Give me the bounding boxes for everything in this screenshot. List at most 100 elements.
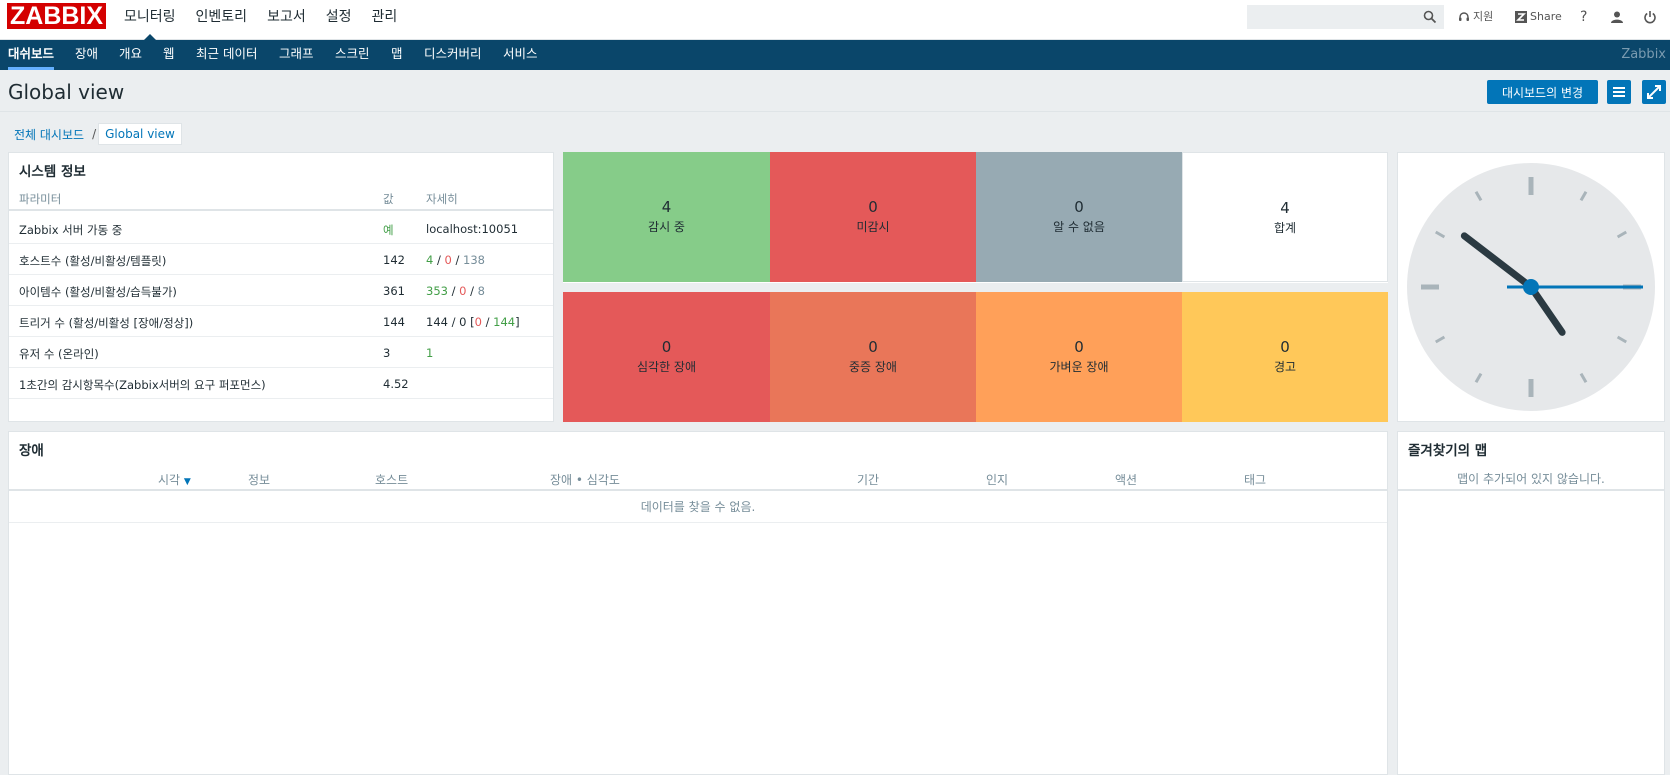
host-status-tile[interactable]: 0 알 수 없음	[976, 152, 1182, 282]
host-availability-widget: 4 감시 중 0 미감시 0 알 수 없음 4 합계	[563, 152, 1388, 283]
table-row: 호스트수 (활성/비활성/템플릿) 142 4 / 0 / 138	[9, 244, 553, 275]
table-row: 트리거 수 (활성/비활성 [장애/정상]) 144 144 / 0 [0 / …	[9, 306, 553, 337]
host-status-tile[interactable]: 4 감시 중	[563, 152, 770, 282]
param-label: 트리거 수 (활성/비활성 [장애/정상])	[19, 316, 194, 330]
menu-inventory[interactable]: 인벤토리	[195, 9, 248, 25]
col-details: 자세히	[426, 192, 458, 206]
page-title: Global view	[8, 80, 125, 104]
param-value: 142	[383, 253, 405, 267]
menu-monitoring[interactable]: 모니터링	[114, 0, 186, 41]
detail-disabled: 0	[459, 284, 467, 298]
share-link[interactable]: Share	[1515, 0, 1562, 34]
submenu-dashboard[interactable]: 대쉬보드	[8, 40, 55, 70]
col-actions: 액션	[1115, 473, 1138, 487]
tile-count: 0	[868, 338, 878, 356]
share-z-icon	[1515, 11, 1527, 23]
main-menu: 모니터링 인벤토리 보고서 설정 관리	[114, 0, 407, 41]
submenu-problems[interactable]: 장애	[75, 46, 99, 61]
submenu-screens[interactable]: 스크린	[335, 46, 370, 61]
host-status-tile[interactable]: 0 미감시	[770, 152, 976, 282]
detail-enabled: 4	[426, 253, 434, 267]
menu-administration[interactable]: 관리	[371, 9, 398, 25]
host-status-tile[interactable]: 4 합계	[1182, 152, 1388, 282]
clock-tick	[1434, 335, 1446, 344]
fullscreen-button[interactable]	[1642, 80, 1666, 104]
profile-link[interactable]	[1610, 0, 1624, 34]
tile-count: 0	[1280, 338, 1290, 356]
breadcrumb-current[interactable]: Global view	[98, 123, 182, 145]
submenu-discovery[interactable]: 디스커버리	[424, 46, 482, 61]
detail-problem: 0	[474, 315, 482, 329]
param-label: Zabbix 서버 가동 중	[19, 223, 123, 237]
breadcrumb-all-dashboards[interactable]: 전체 대시보드	[14, 127, 85, 142]
clock-tick	[1616, 335, 1628, 344]
col-host[interactable]: 호스트	[375, 473, 409, 487]
col-tags: 태그	[1244, 473, 1267, 487]
severity-tile[interactable]: 0 경고	[1182, 292, 1388, 422]
col-time[interactable]: 시각 ▼	[158, 471, 191, 488]
tile-label: 합계	[1273, 221, 1297, 235]
support-link[interactable]: 지원	[1458, 0, 1493, 34]
tile-label: 알 수 없음	[1053, 220, 1105, 234]
detail-disabled: 0	[444, 253, 452, 267]
dashboard-actions-button[interactable]	[1607, 80, 1631, 104]
param-detail: 353 / 0 / 8	[426, 284, 485, 298]
tile-count: 0	[1074, 338, 1084, 356]
param-label: 아이템수 (활성/비활성/습득불가)	[19, 285, 177, 299]
param-value: 예	[383, 223, 394, 237]
submenu-overview[interactable]: 개요	[119, 46, 143, 61]
col-problem-severity[interactable]: 장애 • 심각도	[550, 473, 620, 487]
param-detail: 4 / 0 / 138	[426, 253, 485, 267]
col-value: 값	[383, 192, 394, 206]
param-value: 4.52	[383, 377, 409, 391]
col-duration: 기간	[857, 473, 880, 487]
tile-label: 심각한 장애	[636, 360, 696, 374]
submenu-latest-data[interactable]: 최근 데이터	[196, 46, 258, 61]
tile-count: 0	[1074, 198, 1084, 216]
param-detail: 144 / 0 [0 / 144]	[426, 315, 520, 329]
tile-label: 감시 중	[648, 220, 685, 234]
tile-count: 4	[1280, 199, 1290, 217]
clock-widget	[1397, 152, 1665, 422]
clock-tick	[1616, 230, 1628, 239]
clock-tick	[1434, 230, 1446, 239]
user-icon	[1611, 11, 1623, 23]
search-icon[interactable]	[1423, 10, 1437, 24]
severity-tile[interactable]: 0 가벼운 장애	[976, 292, 1182, 422]
sub-menu: 대쉬보드 장애 개요 웹 최근 데이터 그래프 스크린 맵 디스커버리 서비스 …	[0, 40, 1670, 70]
menu-reports[interactable]: 보고서	[267, 9, 306, 25]
tile-label: 중증 장애	[849, 360, 897, 374]
col-time-label: 시각	[158, 473, 181, 487]
clock-minute-hand	[1460, 232, 1535, 291]
system-info-title: 시스템 정보	[19, 164, 86, 180]
table-row: 1초간의 감시항목수(Zabbix서버의 요구 퍼포먼스) 4.52	[9, 368, 553, 399]
share-label: Share	[1530, 10, 1562, 23]
zabbix-logo[interactable]: ZABBIX	[7, 3, 107, 29]
param-value: 3	[383, 346, 391, 360]
tile-count: 0	[868, 198, 878, 216]
tile-label: 가벼운 장애	[1049, 360, 1109, 374]
submenu-web[interactable]: 웹	[163, 46, 175, 61]
severity-tile[interactable]: 0 심각한 장애	[563, 292, 770, 422]
no-data-message: 데이터를 찾을 수 없음.	[9, 492, 1387, 523]
help-link[interactable]: ?	[1580, 0, 1587, 34]
severity-tile[interactable]: 0 중증 장애	[770, 292, 976, 422]
edit-dashboard-button[interactable]: 대시보드의 변경	[1487, 80, 1598, 104]
param-detail: localhost:10051	[426, 222, 519, 236]
detail-disabled: 0	[459, 315, 467, 329]
menu-icon	[1613, 87, 1625, 97]
search-input[interactable]	[1248, 6, 1418, 28]
submenu-graphs[interactable]: 그래프	[279, 46, 314, 61]
clock-tick	[1579, 372, 1588, 384]
submenu-maps[interactable]: 맵	[391, 46, 403, 61]
submenu-services[interactable]: 서비스	[503, 46, 538, 61]
menu-configuration[interactable]: 설정	[325, 9, 352, 25]
param-label: 유저 수 (온라인)	[19, 347, 99, 361]
clock-tick	[1579, 190, 1588, 202]
clock-tick	[1474, 372, 1483, 384]
breadcrumb: 전체 대시보드 / Global view	[8, 123, 182, 145]
detail-unsupported: 8	[477, 284, 485, 298]
search-box	[1247, 5, 1444, 29]
signout-link[interactable]	[1643, 0, 1657, 34]
problem-severity-widget: 0 심각한 장애 0 중증 장애 0 가벼운 장애 0 경고	[563, 292, 1388, 422]
